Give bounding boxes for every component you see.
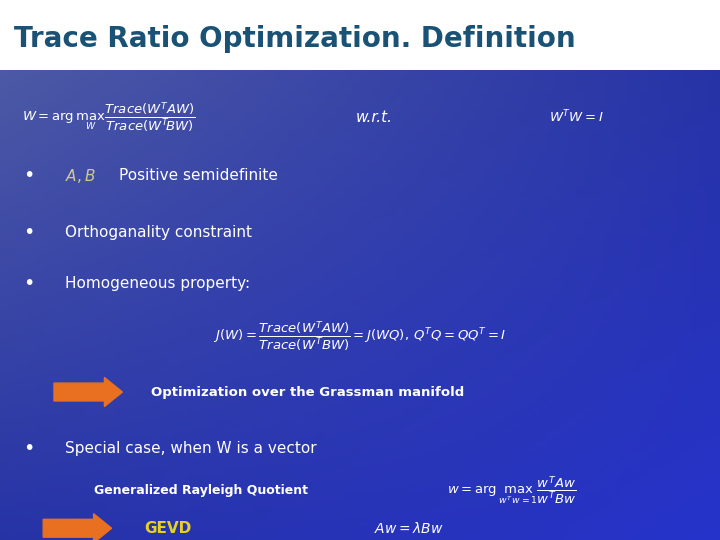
Text: $J(W)=\dfrac{Trace(W^TAW)}{Trace(W^TBW)}=J(WQ),\,Q^TQ=QQ^T=I$: $J(W)=\dfrac{Trace(W^TAW)}{Trace(W^TBW)}…	[213, 319, 507, 353]
Text: •: •	[23, 223, 35, 242]
Text: •: •	[23, 166, 35, 185]
Text: $A,B$: $A,B$	[65, 167, 95, 185]
Text: Generalized Rayleigh Quotient: Generalized Rayleigh Quotient	[94, 484, 307, 497]
FancyArrow shape	[43, 514, 112, 540]
Text: •: •	[23, 274, 35, 293]
Text: $W=\arg\max_{W}\dfrac{Trace(W^T\!AW)}{Trace(W^T\!BW)}$: $W=\arg\max_{W}\dfrac{Trace(W^T\!AW)}{Tr…	[22, 100, 196, 134]
Text: $Aw=\lambda Bw$: $Aw=\lambda Bw$	[374, 521, 444, 536]
Text: $W^TW=I$: $W^TW=I$	[549, 109, 603, 125]
Text: GEVD: GEVD	[144, 521, 192, 536]
Text: Trace Ratio Optimization. Definition: Trace Ratio Optimization. Definition	[14, 25, 576, 52]
Text: Optimization over the Grassman manifold: Optimization over the Grassman manifold	[151, 386, 464, 399]
Text: •: •	[23, 439, 35, 458]
Text: w.r.t.: w.r.t.	[356, 110, 393, 125]
Text: Homogeneous property:: Homogeneous property:	[65, 276, 250, 292]
Text: Special case, when W is a vector: Special case, when W is a vector	[65, 441, 316, 456]
Text: Orthoganality constraint: Orthoganality constraint	[65, 225, 252, 240]
FancyArrow shape	[54, 377, 122, 407]
Text: $w=\arg\max_{w^Tw=1}\dfrac{w^TAw}{w^TBw}$: $w=\arg\max_{w^Tw=1}\dfrac{w^TAw}{w^TBw}…	[446, 474, 576, 507]
Text: Positive semidefinite: Positive semidefinite	[119, 168, 278, 184]
